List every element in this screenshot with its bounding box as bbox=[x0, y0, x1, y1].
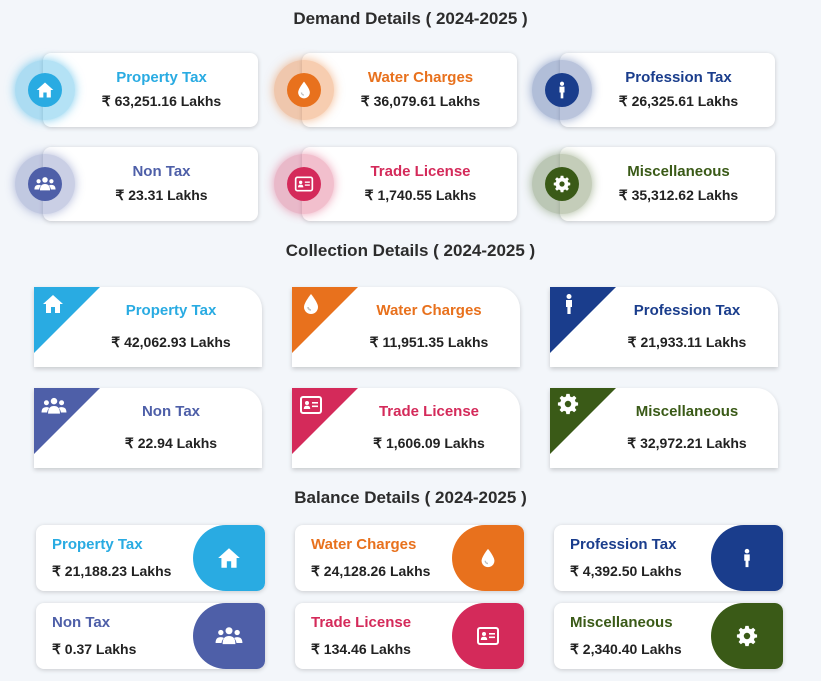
home-icon bbox=[28, 73, 62, 107]
balance-card-miscellaneous[interactable]: Miscellaneous ₹ 2,340.40 Lakhs bbox=[554, 603, 783, 669]
collection-card-profession-tax[interactable]: Profession Tax ₹ 21,933.11 Lakhs bbox=[550, 287, 778, 367]
demand-card-body[interactable]: Water Charges ₹ 36,079.61 Lakhs bbox=[302, 53, 517, 127]
balance-card-profession-tax[interactable]: Profession Tax ₹ 4,392.50 Lakhs bbox=[554, 525, 783, 591]
balance-icon-tab bbox=[452, 603, 524, 669]
demand-icon-circle bbox=[15, 60, 75, 120]
balance-value: ₹ 2,340.40 Lakhs bbox=[570, 641, 682, 657]
demand-label: Miscellaneous bbox=[627, 163, 730, 180]
balance-value: ₹ 24,128.26 Lakhs bbox=[311, 563, 431, 579]
balance-label: Water Charges bbox=[311, 536, 417, 553]
demand-card-body[interactable]: Non Tax ₹ 23.31 Lakhs bbox=[43, 147, 258, 221]
collection-value: ₹ 32,972.21 Lakhs bbox=[627, 435, 747, 451]
demand-icon-circle bbox=[532, 154, 592, 214]
balance-icon-tab bbox=[193, 525, 265, 591]
balance-value: ₹ 21,188.23 Lakhs bbox=[52, 563, 172, 579]
balance-icon-tab bbox=[193, 603, 265, 669]
collection-card-miscellaneous[interactable]: Miscellaneous ₹ 32,972.21 Lakhs bbox=[550, 388, 778, 468]
collection-section-title: Collection Details ( 2024-2025 ) bbox=[285, 241, 536, 260]
gear-icon bbox=[736, 625, 758, 647]
collection-card-non-tax[interactable]: Non Tax ₹ 22.94 Lakhs bbox=[34, 388, 262, 468]
demand-value: ₹ 26,325.61 Lakhs bbox=[618, 93, 739, 109]
balance-card-trade-license[interactable]: Trade License ₹ 134.46 Lakhs bbox=[295, 603, 524, 669]
balance-section-title: Balance Details ( 2024-2025 ) bbox=[294, 488, 527, 507]
demand-label: Trade License bbox=[370, 163, 471, 180]
demand-icon-circle bbox=[15, 154, 75, 214]
balance-card-property-tax[interactable]: Property Tax ₹ 21,188.23 Lakhs bbox=[36, 525, 265, 591]
collection-label: Profession Tax bbox=[633, 302, 741, 319]
home-icon bbox=[41, 292, 65, 316]
collection-corner bbox=[34, 388, 100, 454]
collection-value: ₹ 21,933.11 Lakhs bbox=[627, 334, 747, 350]
collection-label: Miscellaneous bbox=[635, 403, 739, 420]
demand-icon-circle bbox=[274, 154, 334, 214]
balance-value: ₹ 134.46 Lakhs bbox=[311, 641, 411, 657]
water-drop-icon bbox=[477, 547, 499, 569]
collection-value: ₹ 22.94 Lakhs bbox=[124, 435, 218, 451]
collection-corner bbox=[292, 388, 358, 454]
demand-label: Non Tax bbox=[132, 163, 191, 180]
demand-icon-circle bbox=[532, 60, 592, 120]
collection-label: Property Tax bbox=[125, 302, 217, 319]
demand-label: Property Tax bbox=[116, 69, 207, 86]
demand-value: ₹ 1,740.55 Lakhs bbox=[364, 187, 477, 203]
demand-card-body[interactable]: Miscellaneous ₹ 35,312.62 Lakhs bbox=[560, 147, 775, 221]
collection-card-trade-license[interactable]: Trade License ₹ 1,606.09 Lakhs bbox=[292, 388, 520, 468]
balance-card-non-tax[interactable]: Non Tax ₹ 0.37 Lakhs bbox=[36, 603, 265, 669]
id-card-icon bbox=[287, 167, 321, 201]
users-icon bbox=[215, 622, 243, 650]
demand-card-body[interactable]: Trade License ₹ 1,740.55 Lakhs bbox=[302, 147, 517, 221]
id-card-icon bbox=[299, 393, 323, 417]
balance-label: Property Tax bbox=[52, 536, 143, 553]
users-icon bbox=[28, 167, 62, 201]
collection-corner bbox=[292, 287, 358, 353]
water-drop-icon bbox=[287, 73, 321, 107]
users-icon bbox=[41, 393, 67, 419]
collection-value: ₹ 11,951.35 Lakhs bbox=[369, 334, 489, 350]
collection-value: ₹ 42,062.93 Lakhs bbox=[111, 334, 231, 350]
demand-label: Water Charges bbox=[367, 69, 474, 86]
balance-value: ₹ 4,392.50 Lakhs bbox=[570, 563, 682, 579]
collection-card-property-tax[interactable]: Property Tax ₹ 42,062.93 Lakhs bbox=[34, 287, 262, 367]
demand-card-body[interactable]: Property Tax ₹ 63,251.16 Lakhs bbox=[43, 53, 258, 127]
balance-icon-tab bbox=[452, 525, 524, 591]
collection-label: Non Tax bbox=[141, 403, 201, 420]
collection-corner bbox=[550, 287, 616, 353]
demand-label: Profession Tax bbox=[625, 69, 732, 86]
demand-value: ₹ 35,312.62 Lakhs bbox=[618, 187, 739, 203]
collection-card-water-charges[interactable]: Water Charges ₹ 11,951.35 Lakhs bbox=[292, 287, 520, 367]
collection-value: ₹ 1,606.09 Lakhs bbox=[373, 435, 485, 451]
balance-icon-tab bbox=[711, 525, 783, 591]
demand-value: ₹ 63,251.16 Lakhs bbox=[101, 93, 222, 109]
balance-label: Miscellaneous bbox=[570, 614, 673, 631]
balance-card-water-charges[interactable]: Water Charges ₹ 24,128.26 Lakhs bbox=[295, 525, 524, 591]
balance-label: Trade License bbox=[311, 614, 412, 631]
balance-label: Profession Tax bbox=[570, 536, 677, 553]
person-icon bbox=[736, 547, 758, 569]
gear-icon bbox=[557, 393, 579, 415]
balance-value: ₹ 0.37 Lakhs bbox=[52, 641, 137, 657]
gear-icon bbox=[545, 167, 579, 201]
collection-label: Water Charges bbox=[376, 302, 482, 319]
demand-section-title: Demand Details ( 2024-2025 ) bbox=[293, 9, 528, 28]
person-icon bbox=[557, 292, 581, 316]
collection-corner bbox=[550, 388, 616, 454]
demand-icon-circle bbox=[274, 60, 334, 120]
balance-label: Non Tax bbox=[52, 614, 111, 631]
balance-icon-tab bbox=[711, 603, 783, 669]
demand-value: ₹ 23.31 Lakhs bbox=[115, 187, 208, 203]
collection-label: Trade License bbox=[378, 403, 480, 420]
demand-card-body[interactable]: Profession Tax ₹ 26,325.61 Lakhs bbox=[560, 53, 775, 127]
demand-value: ₹ 36,079.61 Lakhs bbox=[360, 93, 481, 109]
collection-corner bbox=[34, 287, 100, 353]
person-icon bbox=[545, 73, 579, 107]
id-card-icon bbox=[476, 624, 500, 648]
water-drop-icon bbox=[299, 292, 323, 316]
home-icon bbox=[216, 545, 242, 571]
